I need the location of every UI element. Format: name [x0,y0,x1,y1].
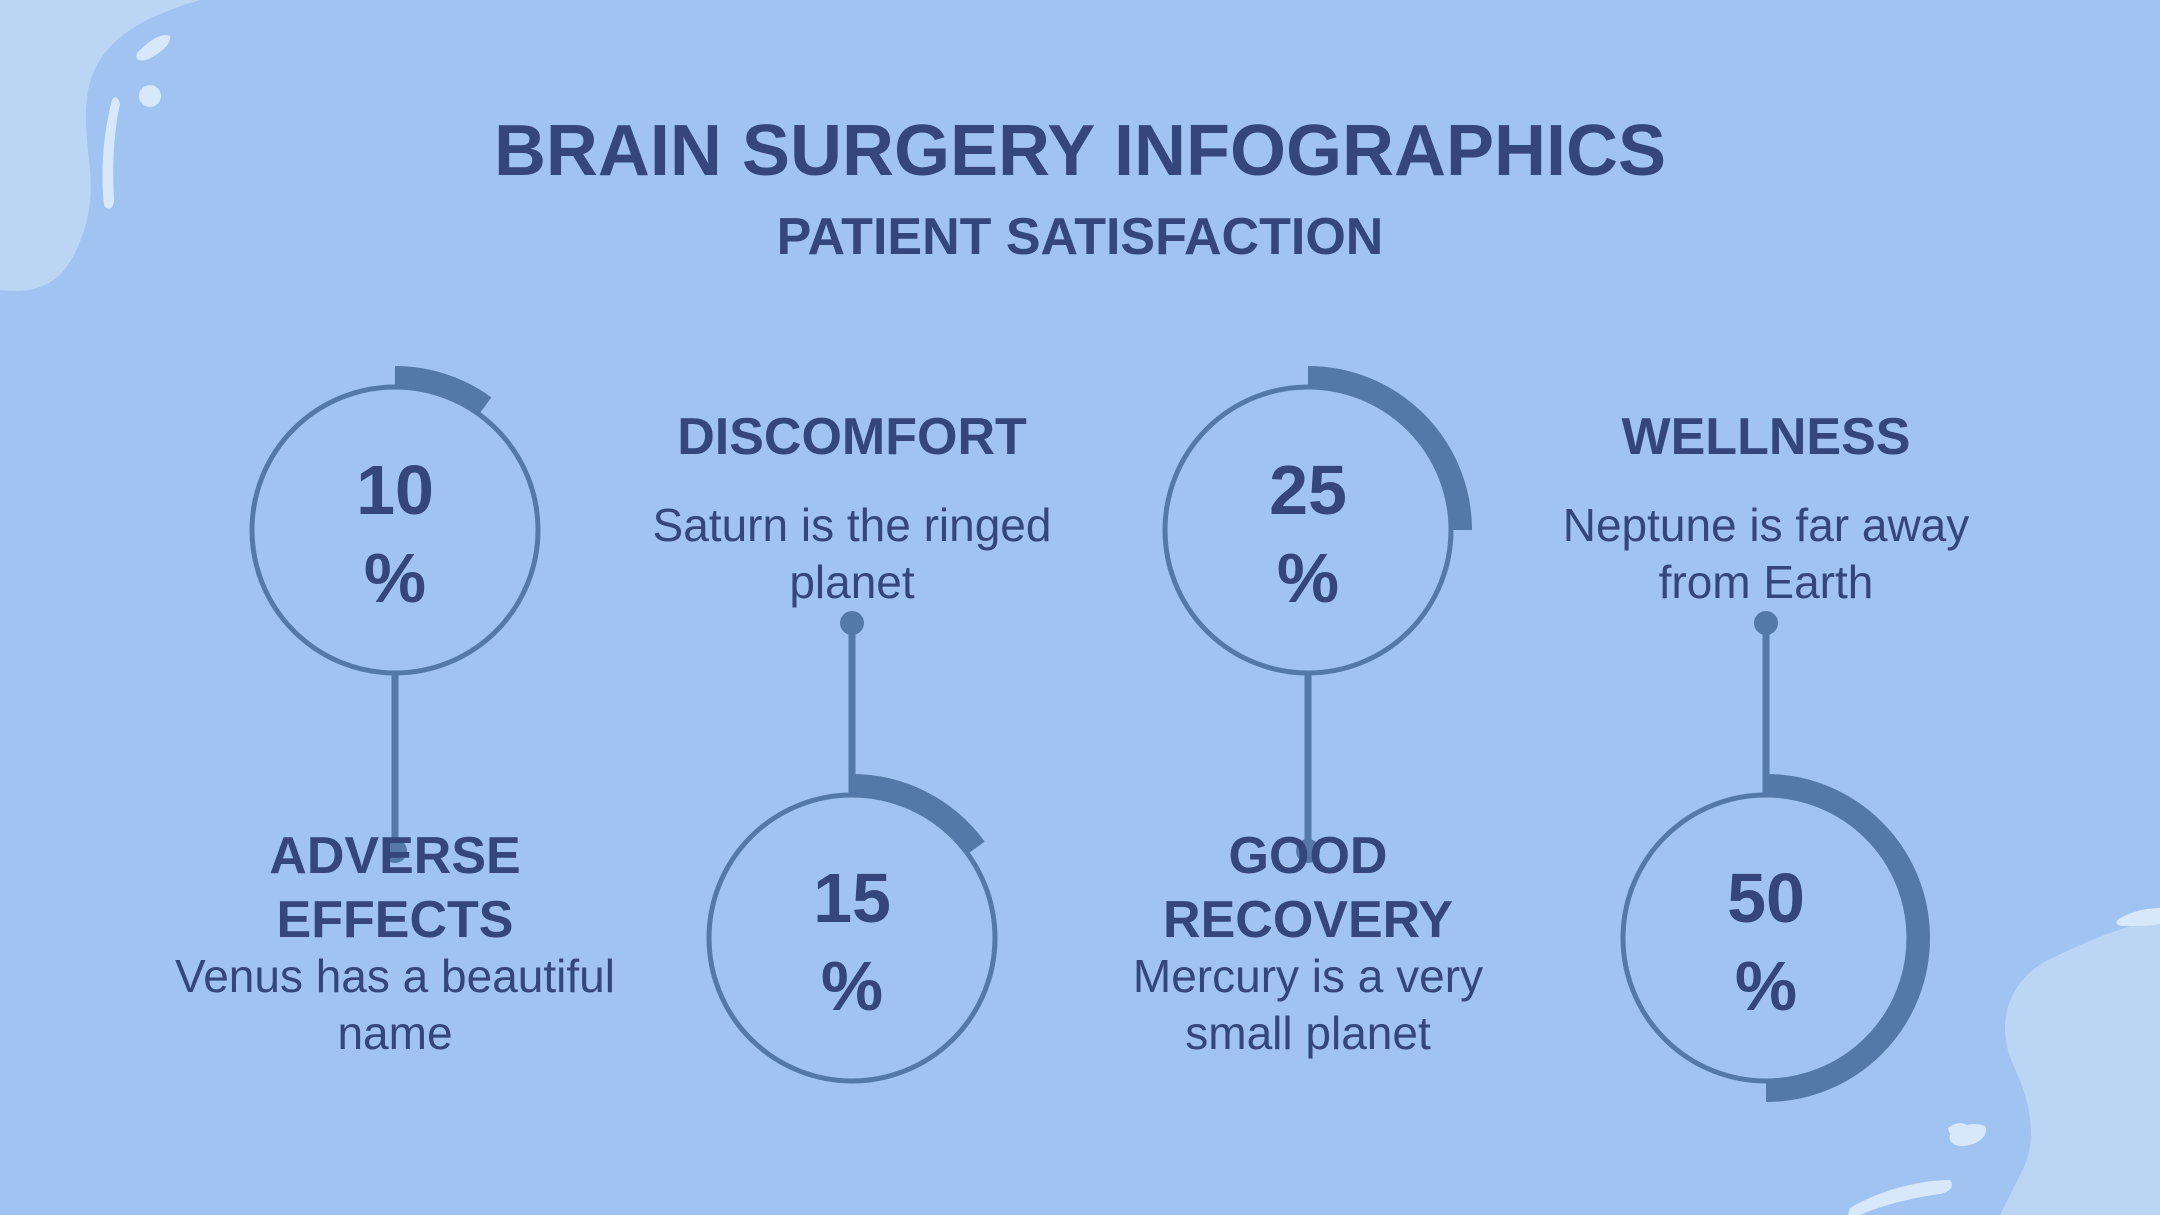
connector-dot-wellness [1754,611,1778,635]
percent-value-discomfort: 15 % [742,854,962,1030]
bottom-right-blob [2000,918,2160,1215]
top-left-drop-2 [139,85,161,107]
bottom-right-streak-2 [1848,1180,1952,1215]
item-good-recovery-graphic [1162,366,1472,863]
top-left-streak [102,97,120,209]
label-wellness: WELLNESS [1621,408,1911,466]
item-wellness-graphic [1620,611,1930,1102]
percent-sign: % [1276,539,1340,617]
percent-number: 10 [356,451,434,529]
bottom-right-drop-2 [1949,1124,1987,1146]
progress-arc-wellness [1765,774,1930,1102]
percent-value-good-recovery: 25 % [1198,446,1418,622]
percent-value-adverse-effects: 10 % [285,446,505,622]
percent-value-wellness: 50 % [1656,854,1876,1030]
page-title: BRAIN SURGERY INFOGRAPHICS [493,111,1667,191]
progress-arc-discomfort [851,774,985,855]
description-discomfort: Saturn is the ringed planet [652,499,1052,608]
percent-number: 50 [1727,859,1805,937]
top-left-drop-1 [136,34,171,61]
percent-sign: % [363,539,427,617]
percent-number: 25 [1269,451,1347,529]
label-discomfort: DISCOMFORT [677,408,1027,466]
page-subtitle: PATIENT SATISFACTION [776,208,1384,266]
label-good-recovery: GOOD RECOVERY [1163,827,1453,949]
description-wellness: Neptune is far away from Earth [1562,499,1970,608]
description-adverse-effects: Venus has a beautiful name [175,950,615,1059]
connector-dot-good-recovery [1296,839,1320,863]
percent-sign: % [820,947,884,1025]
connector-dot-discomfort [840,611,864,635]
bottom-right-streak [2116,908,2160,926]
connector-dot-adverse-effects [383,839,407,863]
description-good-recovery: Mercury is a very small planet [1132,950,1484,1059]
item-discomfort-graphic [706,611,998,1084]
label-adverse-effects: ADVERSE EFFECTS [269,827,521,949]
item-adverse-effects-graphic [249,366,541,863]
progress-arc-good-recovery [1307,366,1472,531]
top-left-blob [0,0,200,291]
percent-sign: % [1734,947,1798,1025]
percent-number: 15 [813,859,891,937]
progress-arc-adverse-effects [394,366,492,416]
